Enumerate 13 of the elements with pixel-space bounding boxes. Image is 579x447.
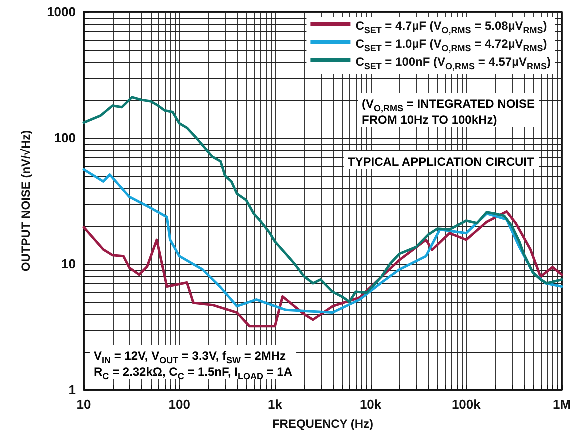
y-tick-label: 1 [68, 382, 76, 398]
x-tick-label: 10k [360, 397, 382, 412]
y-axis-title: OUTPUT NOISE (nV/√Hz) [19, 130, 33, 272]
x-axis-title: FREQUENCY (Hz) [272, 417, 374, 431]
x-tick-label: 1k [268, 397, 284, 412]
x-tick-label: 100 [168, 397, 190, 412]
x-tick-label: 10 [76, 397, 92, 412]
annotation: TYPICAL APPLICATION CIRCUIT [348, 155, 536, 169]
y-tick-label: 100 [54, 130, 76, 146]
x-tick-label: 1M [552, 397, 572, 412]
y-tick-label: 1000 [47, 4, 76, 20]
x-tick-label: 100k [452, 397, 482, 412]
y-tick-label: 10 [62, 256, 76, 272]
